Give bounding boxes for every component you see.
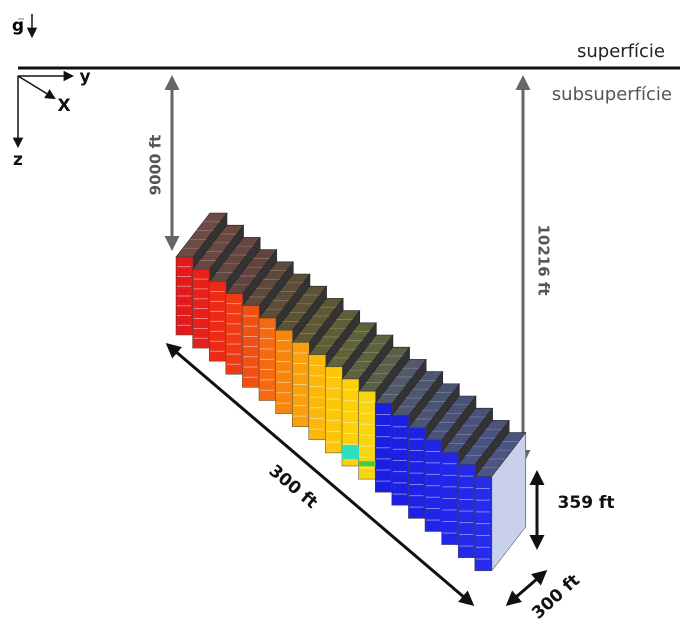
width-arrow	[505, 570, 548, 606]
height-label: 359 ft	[558, 493, 615, 513]
cell-accent	[342, 445, 359, 459]
reservoir-block	[175, 212, 527, 572]
axis-x	[17, 75, 56, 100]
axis-z-label: z	[13, 150, 23, 170]
axis-x-label: X	[57, 96, 70, 116]
gravity-label: g	[12, 16, 24, 36]
cell-accent	[358, 461, 376, 467]
subsurface-label: subsuperfície	[552, 84, 672, 105]
surface-label: superfície	[577, 41, 665, 62]
axis-y-label: y	[79, 67, 90, 87]
length-arrow	[165, 343, 475, 606]
depth-top-label: 9000 ft	[147, 135, 165, 196]
depth-bottom-label: 10216 ft	[535, 224, 553, 295]
